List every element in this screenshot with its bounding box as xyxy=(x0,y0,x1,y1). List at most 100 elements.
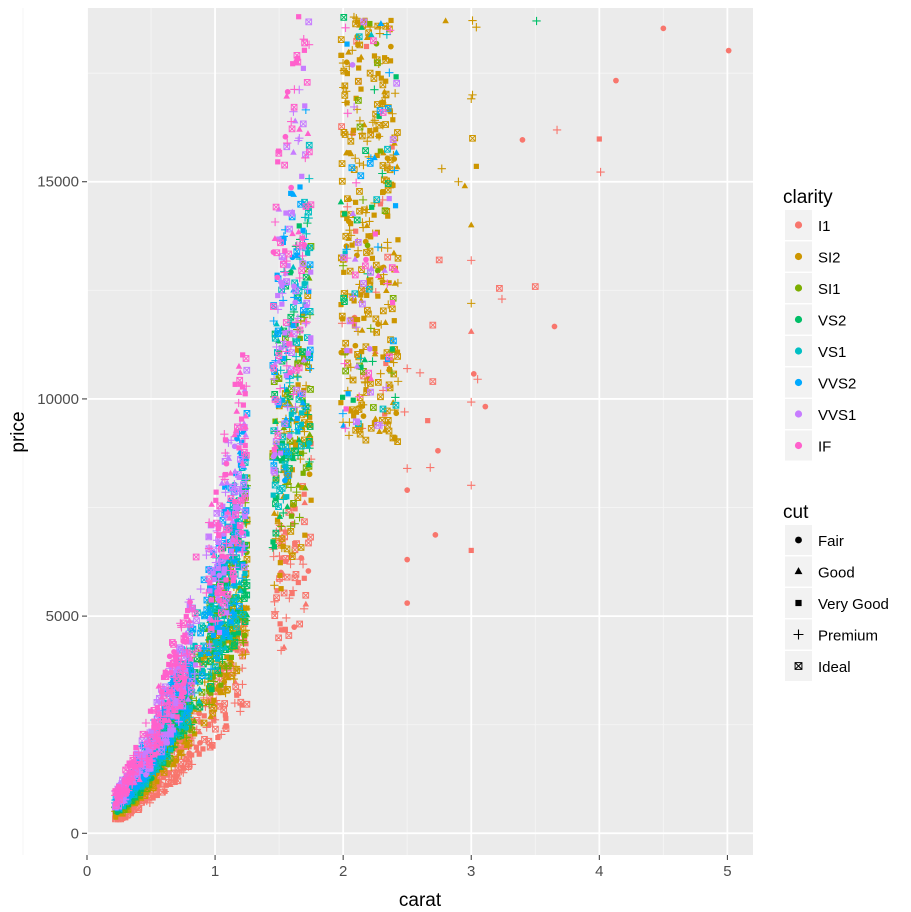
data-point xyxy=(164,739,171,746)
data-point xyxy=(230,577,236,584)
cut-legend-title: cut xyxy=(783,502,809,523)
data-point xyxy=(302,591,310,599)
data-point xyxy=(437,164,446,173)
data-point xyxy=(299,260,307,268)
data-point xyxy=(293,59,299,65)
data-point xyxy=(278,627,284,633)
data-point xyxy=(217,730,226,739)
data-point xyxy=(269,552,278,561)
data-point xyxy=(380,354,386,360)
data-point xyxy=(357,129,367,138)
data-point xyxy=(235,630,242,636)
data-point xyxy=(382,30,392,39)
data-point xyxy=(497,294,507,304)
data-point xyxy=(442,17,449,24)
data-point xyxy=(393,377,403,386)
data-point xyxy=(370,85,379,94)
data-point xyxy=(305,350,311,356)
data-point xyxy=(355,97,362,104)
data-point xyxy=(201,654,207,660)
data-point xyxy=(306,431,313,437)
data-point xyxy=(195,697,203,704)
data-point xyxy=(221,507,227,513)
data-point xyxy=(187,688,195,696)
data-point xyxy=(377,148,383,154)
data-point xyxy=(187,639,193,645)
data-point xyxy=(338,177,346,185)
data-point xyxy=(386,26,395,35)
data-point xyxy=(229,611,237,619)
data-point xyxy=(211,697,217,703)
y-tick-label: 0 xyxy=(71,825,79,842)
data-point xyxy=(154,729,164,739)
data-point xyxy=(385,364,393,371)
data-point xyxy=(384,253,392,261)
data-point xyxy=(294,252,301,259)
data-point xyxy=(532,16,541,26)
data-point xyxy=(377,201,384,207)
data-point xyxy=(354,239,362,246)
data-point xyxy=(362,147,369,155)
data-point xyxy=(187,678,193,684)
data-point xyxy=(227,634,233,641)
data-point xyxy=(177,669,184,677)
data-point xyxy=(234,518,240,524)
data-point xyxy=(358,195,368,205)
data-point xyxy=(179,762,187,768)
data-point xyxy=(283,402,292,412)
data-point xyxy=(288,190,294,196)
data-point xyxy=(120,804,126,810)
data-point xyxy=(361,356,369,363)
data-point xyxy=(496,285,503,292)
data-point xyxy=(242,412,250,419)
data-point xyxy=(160,731,167,737)
data-point xyxy=(238,680,247,689)
data-point xyxy=(282,248,288,254)
data-point xyxy=(142,794,148,800)
data-point xyxy=(298,555,305,561)
data-point xyxy=(302,318,311,327)
data-point xyxy=(374,152,380,159)
data-point xyxy=(240,352,246,358)
data-point xyxy=(472,22,481,32)
data-point xyxy=(224,610,230,616)
legend-key-shape xyxy=(793,629,804,640)
data-point xyxy=(382,383,391,392)
data-point xyxy=(176,731,183,737)
data-point xyxy=(344,215,350,222)
data-point xyxy=(224,662,232,670)
data-point xyxy=(296,555,305,564)
data-point xyxy=(168,662,177,672)
data-point xyxy=(276,487,284,495)
data-point xyxy=(358,24,366,30)
data-point xyxy=(272,451,278,458)
data-point xyxy=(367,20,373,27)
data-point xyxy=(210,632,217,638)
data-point xyxy=(233,407,241,414)
data-point xyxy=(235,471,242,478)
legend-label: VS2 xyxy=(818,313,846,330)
data-point xyxy=(281,161,288,169)
data-point xyxy=(341,23,350,32)
data-point xyxy=(295,513,304,522)
data-point xyxy=(363,387,369,393)
data-point xyxy=(278,586,284,592)
legend-key-swatch xyxy=(794,284,803,292)
data-point xyxy=(217,598,223,604)
data-point xyxy=(304,130,312,136)
data-point xyxy=(283,373,289,379)
x-tick-label: 1 xyxy=(211,863,219,880)
data-point xyxy=(270,303,277,310)
data-point xyxy=(289,590,295,597)
data-point xyxy=(154,789,162,796)
data-point xyxy=(192,553,200,561)
data-point xyxy=(306,423,314,430)
data-point xyxy=(300,227,306,233)
data-point xyxy=(292,366,300,374)
data-point xyxy=(370,75,378,82)
cut-legend: cut Fair Good Very Good Premium Ideal xyxy=(783,502,889,681)
data-point xyxy=(389,346,395,352)
data-point xyxy=(141,718,151,728)
data-point xyxy=(425,418,431,424)
data-point xyxy=(293,372,303,382)
